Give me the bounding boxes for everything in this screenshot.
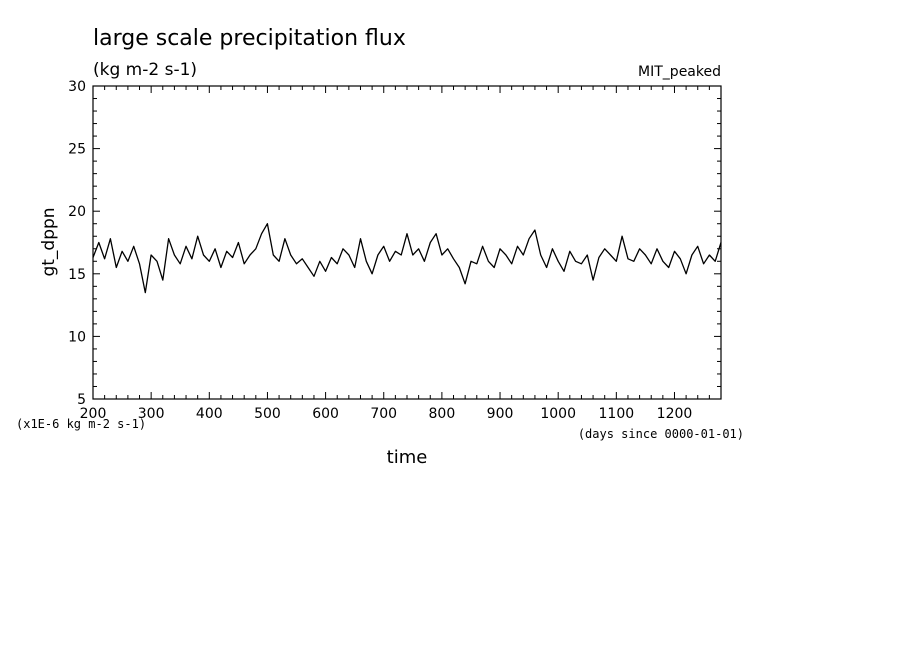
y-tick-label: 20 <box>68 204 86 220</box>
y-axis-units: (x1E-6 kg m-2 s-1) <box>16 417 146 431</box>
y-tick-label: 30 <box>68 79 86 95</box>
x-tick-label: 300 <box>138 406 165 422</box>
series-layer <box>92 223 722 294</box>
y-tick-label: 5 <box>77 392 86 408</box>
x-tick-label: 600 <box>312 406 339 422</box>
y-axis-label: gt_dppn <box>39 207 59 276</box>
x-tick-label: 400 <box>196 406 223 422</box>
y-axis: 5 10 15 20 25 30 <box>68 79 721 408</box>
x-tick-label: 200 <box>80 406 107 422</box>
plot-frame <box>92 85 722 400</box>
chart-annotation: MIT_peaked <box>638 64 721 80</box>
x-axis-label: time <box>387 447 428 468</box>
x-tick-label: 500 <box>254 406 281 422</box>
series-line-0 <box>92 223 722 294</box>
y-tick-label: 10 <box>68 329 86 345</box>
x-tick-label: 800 <box>429 406 456 422</box>
y-tick-label: 25 <box>68 142 86 158</box>
x-tick-label: 1200 <box>657 406 693 422</box>
chart-subtitle: (kg m-2 s-1) <box>93 60 197 80</box>
x-tick-label: 700 <box>370 406 397 422</box>
x-axis: 200 300 400 500 600 700 800 900 1000 1100 1200 <box>80 86 722 422</box>
chart-title: large scale precipitation flux <box>93 26 406 51</box>
x-tick-label: 1100 <box>599 406 635 422</box>
x-axis-units: (days since 0000-01-01) <box>578 427 744 441</box>
x-tick-label: 1000 <box>540 406 576 422</box>
x-tick-label: 900 <box>487 406 514 422</box>
y-tick-label: 15 <box>68 267 86 283</box>
